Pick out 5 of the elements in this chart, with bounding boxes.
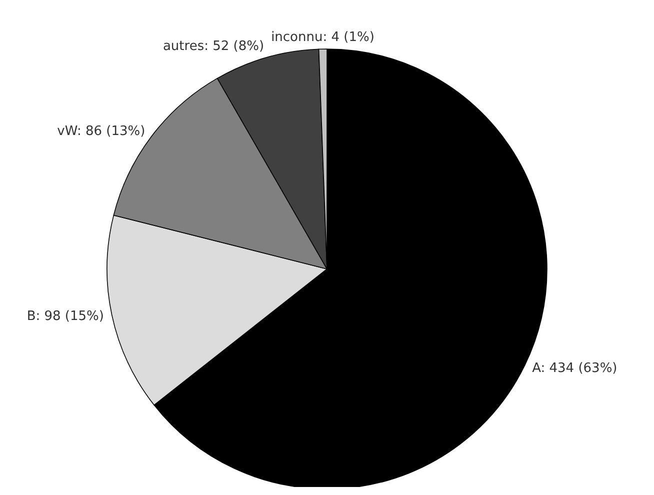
slice-label: B: 98 (15%) <box>26 309 104 324</box>
slice-label: vW: 86 (13%) <box>57 124 146 139</box>
slice-label: inconnu: 4 (1%) <box>271 30 374 46</box>
slice-label: A: 434 (63%) <box>532 361 618 376</box>
slice-label: autres: 52 (8%) <box>162 38 264 54</box>
